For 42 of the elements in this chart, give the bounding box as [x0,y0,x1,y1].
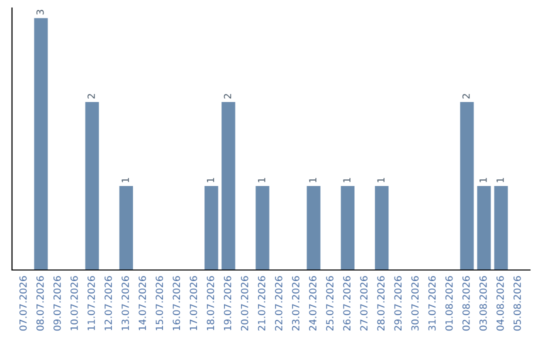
data-label: 2 [88,94,95,99]
x-tick-label: 20.07.2026 [240,276,248,331]
x-tick-label: 18.07.2026 [206,276,214,330]
data-label: 1 [122,178,129,182]
x-tick-label: 23.07.2026 [292,276,300,331]
data-label: 2 [462,94,470,99]
data-label: 1 [206,178,214,182]
x-tick-label: 16.07.2026 [172,276,180,330]
x-tick-label: 28.07.2026 [377,276,385,331]
data-label: 3 [36,10,44,15]
x-tick-label: 04.08.2026 [496,276,504,331]
x-tick-label: 24.07.2026 [309,276,316,331]
data-label: 1 [377,178,384,182]
x-tick-label: 22.07.2026 [274,276,282,331]
x-tick-label: 15.07.2026 [156,276,164,330]
x-tick-label: 08.07.2026 [36,276,44,331]
data-label: 1 [309,178,316,182]
x-tick-label: 07.07.2026 [19,276,27,331]
x-tick-label: 11.07.2026 [88,276,95,330]
x-tick-label: 30.07.2026 [411,276,419,330]
data-label: 1 [496,178,504,182]
x-tick-label: 12.07.2026 [104,276,112,330]
x-tick-label: 31.07.2026 [428,276,436,330]
data-label: 1 [343,178,350,182]
x-tick-label: 03.08.2026 [479,276,487,331]
x-tick-label: 14.07.2026 [138,276,146,330]
x-tick-label: 19.07.2026 [224,276,232,330]
x-tick-label: 09.07.2026 [53,276,61,331]
x-tick-label: 26.07.2026 [343,276,350,331]
data-label: 1 [480,178,487,182]
data-label: 1 [258,178,266,182]
x-tick-label: 02.08.2026 [462,276,470,331]
x-tick-label: 27.07.2026 [360,276,368,331]
data-label: 2 [224,94,232,99]
x-tick-label: 01.08.2026 [445,276,453,331]
x-tick-label: 17.07.2026 [190,276,198,330]
x-tick-label: 21.07.2026 [258,276,266,331]
x-tick-label: 05.08.2026 [514,276,521,331]
x-tick-label: 13.07.2026 [122,276,129,330]
x-tick-label: 10.07.2026 [70,276,78,330]
x-tick-label: 29.07.2026 [394,276,402,331]
x-tick-label: 25.07.2026 [326,276,334,331]
